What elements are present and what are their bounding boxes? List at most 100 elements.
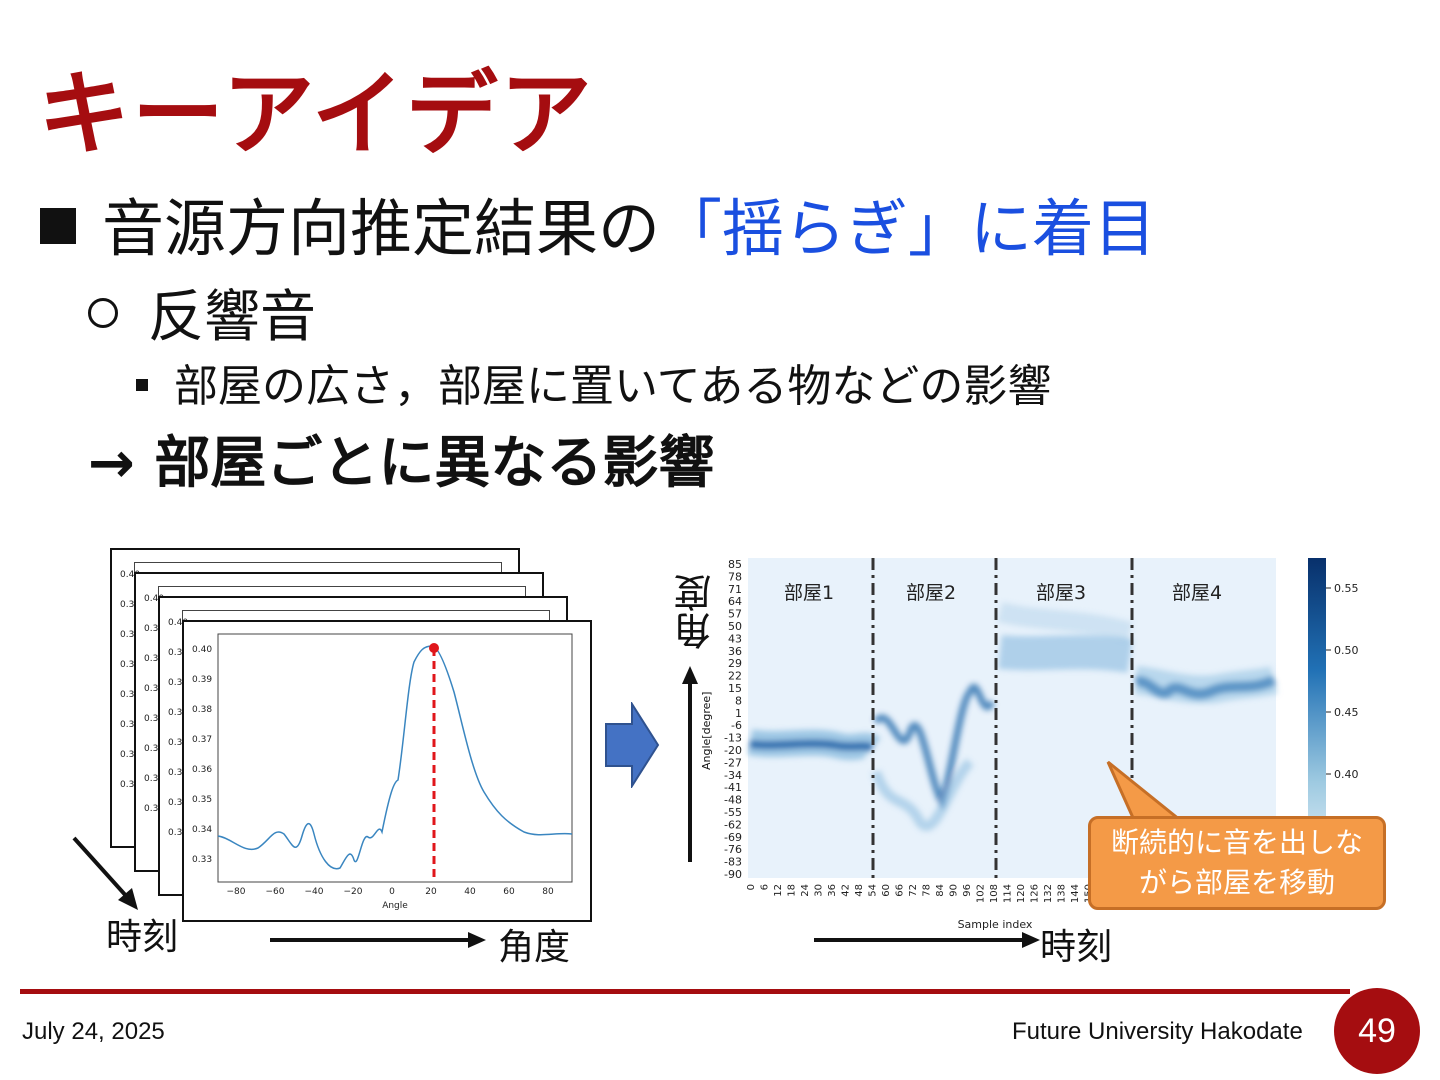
colorbar-tick: 0.55 (1334, 582, 1359, 595)
back-tick: 0.36 (144, 714, 165, 724)
front-plot-svg: 0.40 0.39 0.38 0.37 0.36 0.35 0.34 0.33 −80 −60 −… (192, 633, 573, 911)
back-tick: 0.35 (120, 720, 141, 730)
heatmap-x-tick: 72 (908, 884, 919, 897)
heatmap-x-tick: 108 (989, 884, 1000, 903)
bullet1-highlight: 「揺らぎ」に着目 (660, 192, 1157, 265)
doa-curve (217, 645, 573, 870)
y-tick-label: 0.35 (192, 795, 212, 805)
heatmap-y-tick: 85 (728, 558, 742, 571)
colorbar-tick: 0.50 (1334, 644, 1359, 657)
back-tick: 0.34 (144, 774, 165, 784)
back-tick: 0.33 (144, 804, 165, 814)
page-number: 49 (1334, 988, 1420, 1074)
back-tick: 0.38 (120, 630, 141, 640)
time-arrow (814, 932, 1040, 948)
bullet3-text: 部屋の広さ，部屋に置いてある物などの影響 (174, 361, 1052, 412)
heatmap-x-tick: 90 (949, 884, 960, 897)
heatmap-xlabel: Sample index (958, 918, 1033, 931)
colorbar (1308, 558, 1326, 878)
heatmap-ylabel: Angle[degree] (700, 691, 713, 770)
back-tick: 0.33 (168, 828, 189, 838)
heatmap-x-tick: 66 (895, 884, 906, 897)
x-tick-label: 40 (464, 887, 476, 897)
back-tick: 0.37 (144, 684, 165, 694)
callout-text: 断続的に音を出しながら部屋を移動 (1110, 826, 1363, 899)
footer-divider (20, 989, 1350, 994)
angle-arrow (270, 932, 486, 948)
x-tick-label: 60 (503, 887, 515, 897)
heatmap-x-tick: 24 (800, 884, 811, 897)
heatmap-y-tick: -55 (724, 806, 742, 819)
bullet2-text: 反響音 (148, 285, 316, 350)
room-label-1: 部屋1 (784, 582, 835, 604)
heatmap-y-tick: 43 (728, 632, 742, 645)
back-tick: 0.38 (168, 678, 189, 688)
heatmap-y-tick: 22 (728, 670, 742, 683)
heatmap-x-tick: 42 (841, 884, 852, 897)
left-time-label: 時刻 (106, 917, 179, 958)
x-tick-label: −20 (344, 887, 363, 897)
room-label-4: 部屋4 (1172, 582, 1223, 604)
back-tick: 0.39 (168, 648, 189, 658)
x-tick-label: −80 (227, 887, 246, 897)
colorbar-tick: 0.40 (1334, 768, 1359, 781)
heat-band (997, 602, 1133, 642)
x-axis-label: Angle (382, 901, 408, 911)
heatmap-y-tick: 1 (735, 707, 742, 720)
x-tick-label: −60 (266, 887, 285, 897)
x-tick-label: 20 (425, 887, 437, 897)
up-arrow (682, 666, 698, 862)
square-bullet-icon (40, 208, 76, 244)
footer-organization: Future University Hakodate (1012, 1018, 1303, 1045)
y-tick-label: 0.40 (192, 645, 212, 655)
small-square-bullet-icon (136, 379, 148, 391)
room-label-2: 部屋2 (906, 582, 957, 604)
heatmap-y-tick: 57 (728, 608, 742, 621)
front-plot-frame: 0.40 0.39 0.38 0.37 0.36 0.35 0.34 0.33 −80 −60 −… (182, 620, 592, 922)
heatmap-x-tick: 132 (1043, 884, 1054, 903)
heatmap-y-tick: 36 (728, 645, 742, 658)
callout-box: 断続的に音を出しながら部屋を移動 (1088, 816, 1386, 910)
room-label-3: 部屋3 (1036, 582, 1087, 604)
heatmap-x-tick: 48 (854, 884, 865, 897)
heatmap-y-tick: 64 (728, 595, 742, 608)
back-tick: 0.34 (120, 750, 141, 760)
heatmap-y-tick: -20 (724, 744, 742, 757)
back-tick: 0.33 (120, 780, 141, 790)
back-tick: 0.40 (168, 618, 189, 628)
y-tick-label: 0.36 (192, 765, 212, 775)
heatmap-x-tick: 78 (922, 884, 933, 897)
heatmap-x-tick: 96 (962, 884, 973, 897)
heat-band (998, 635, 1133, 673)
back-tick: 0.36 (168, 738, 189, 748)
heatmap-x-tick: 54 (868, 884, 879, 897)
bullet-level2: 反響音 (88, 272, 316, 353)
heat-band (749, 739, 874, 752)
heatmap-y-tick: 29 (728, 657, 742, 670)
back-tick: 0.37 (168, 708, 189, 718)
heatmap-y-tick: -48 (724, 794, 742, 807)
heatmap-y-tick: -34 (724, 769, 742, 782)
bullet-level3: 部屋の広さ，部屋に置いてある物などの影響 (136, 350, 1051, 414)
time-diagonal-arrow (72, 836, 138, 910)
callout-pointer (1106, 760, 1184, 822)
y-tick-label: 0.34 (192, 825, 212, 835)
heatmap-x-tick: 0 (746, 884, 757, 890)
heatmap-y-tick: 8 (735, 694, 742, 707)
y-tick-label: 0.39 (192, 675, 212, 685)
left-angle-label: 角度 (498, 927, 571, 968)
heatmap-y-tick: -62 (724, 818, 742, 831)
y-tick-label: 0.33 (192, 855, 212, 865)
y-tick-label: 0.37 (192, 735, 212, 745)
heatmap-y-tick: 71 (728, 583, 742, 596)
heatmap-y-tick: 15 (728, 682, 742, 695)
conclusion-line: → 部屋ごとに異なる影響 (88, 431, 715, 496)
back-tick: 0.37 (120, 660, 141, 670)
y-tick-label: 0.38 (192, 705, 212, 715)
heatmap-x-tick: 126 (1030, 884, 1041, 903)
heatmap-y-tick: -69 (724, 831, 742, 844)
heatmap-x-tick: 6 (760, 884, 771, 890)
bullet1-text: 音源方向推定結果の (102, 192, 661, 265)
right-block-arrow-icon (605, 702, 660, 788)
heatmap-y-tick: -27 (724, 756, 742, 769)
